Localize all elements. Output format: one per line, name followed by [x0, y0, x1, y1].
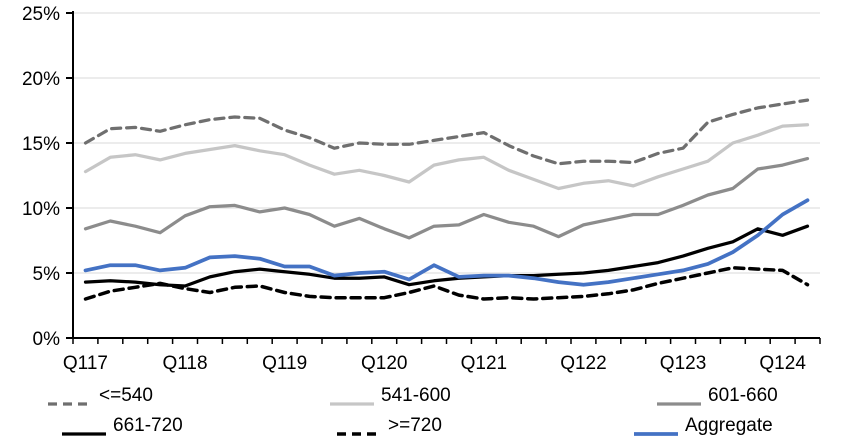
axes — [66, 11, 821, 344]
series-lines — [83, 98, 810, 301]
legend-line-sample — [330, 394, 374, 406]
x-axis-label: Q121 — [461, 353, 507, 374]
legend-label: 541-600 — [381, 385, 451, 406]
legend-line-sample — [634, 424, 678, 436]
legend-label: 661-720 — [113, 415, 183, 436]
y-axis-label: 15% — [22, 134, 60, 155]
chart-legend: <=540 541-600 601-660 661-720 >=720 Aggregate — [0, 381, 852, 442]
series-line-541-600 — [83, 123, 810, 191]
legend-item-601-660: 601-660 — [657, 384, 778, 408]
legend-label: >=720 — [388, 415, 442, 436]
legend-line-sample — [62, 424, 106, 436]
series-line-661-720 — [83, 224, 810, 288]
x-axis-label: Q119 — [262, 353, 307, 374]
series-line--720 — [83, 266, 810, 301]
x-axis-label: Q123 — [660, 353, 706, 374]
legend-label: Aggregate — [685, 415, 773, 436]
legend-label: <=540 — [99, 385, 153, 406]
gridlines — [73, 12, 820, 274]
y-axis-label: 25% — [22, 4, 60, 25]
legend-line-sample — [337, 424, 381, 436]
x-axis-label: Q120 — [361, 353, 407, 374]
legend-item-aggregate: Aggregate — [634, 414, 773, 438]
legend-line-sample — [48, 394, 92, 406]
y-axis-label: 20% — [22, 69, 60, 90]
y-axis-label: 0% — [33, 329, 61, 350]
series-line--540 — [83, 98, 810, 166]
axis-labels: 0% 5% 10% 15% 20% 25% Q117 Q118 Q119 Q120 Q121 Q122… — [22, 4, 806, 374]
x-axis-label: Q117 — [63, 353, 108, 374]
legend-item--720: >=720 — [337, 414, 442, 438]
y-axis-label: 10% — [22, 199, 60, 220]
series-line-aggregate — [83, 198, 810, 287]
legend-item-541-600: 541-600 — [330, 384, 451, 408]
x-axis-label: Q122 — [560, 353, 606, 374]
legend-label: 601-660 — [708, 385, 778, 406]
x-axis-label: Q124 — [759, 353, 806, 374]
y-axis-label: 5% — [33, 264, 61, 285]
x-axis-label: Q118 — [163, 353, 208, 374]
legend-item-661-720: 661-720 — [62, 414, 183, 438]
legend-line-sample — [657, 394, 701, 406]
series-line-601-660 — [83, 156, 810, 240]
legend-item--540: <=540 — [48, 384, 153, 408]
